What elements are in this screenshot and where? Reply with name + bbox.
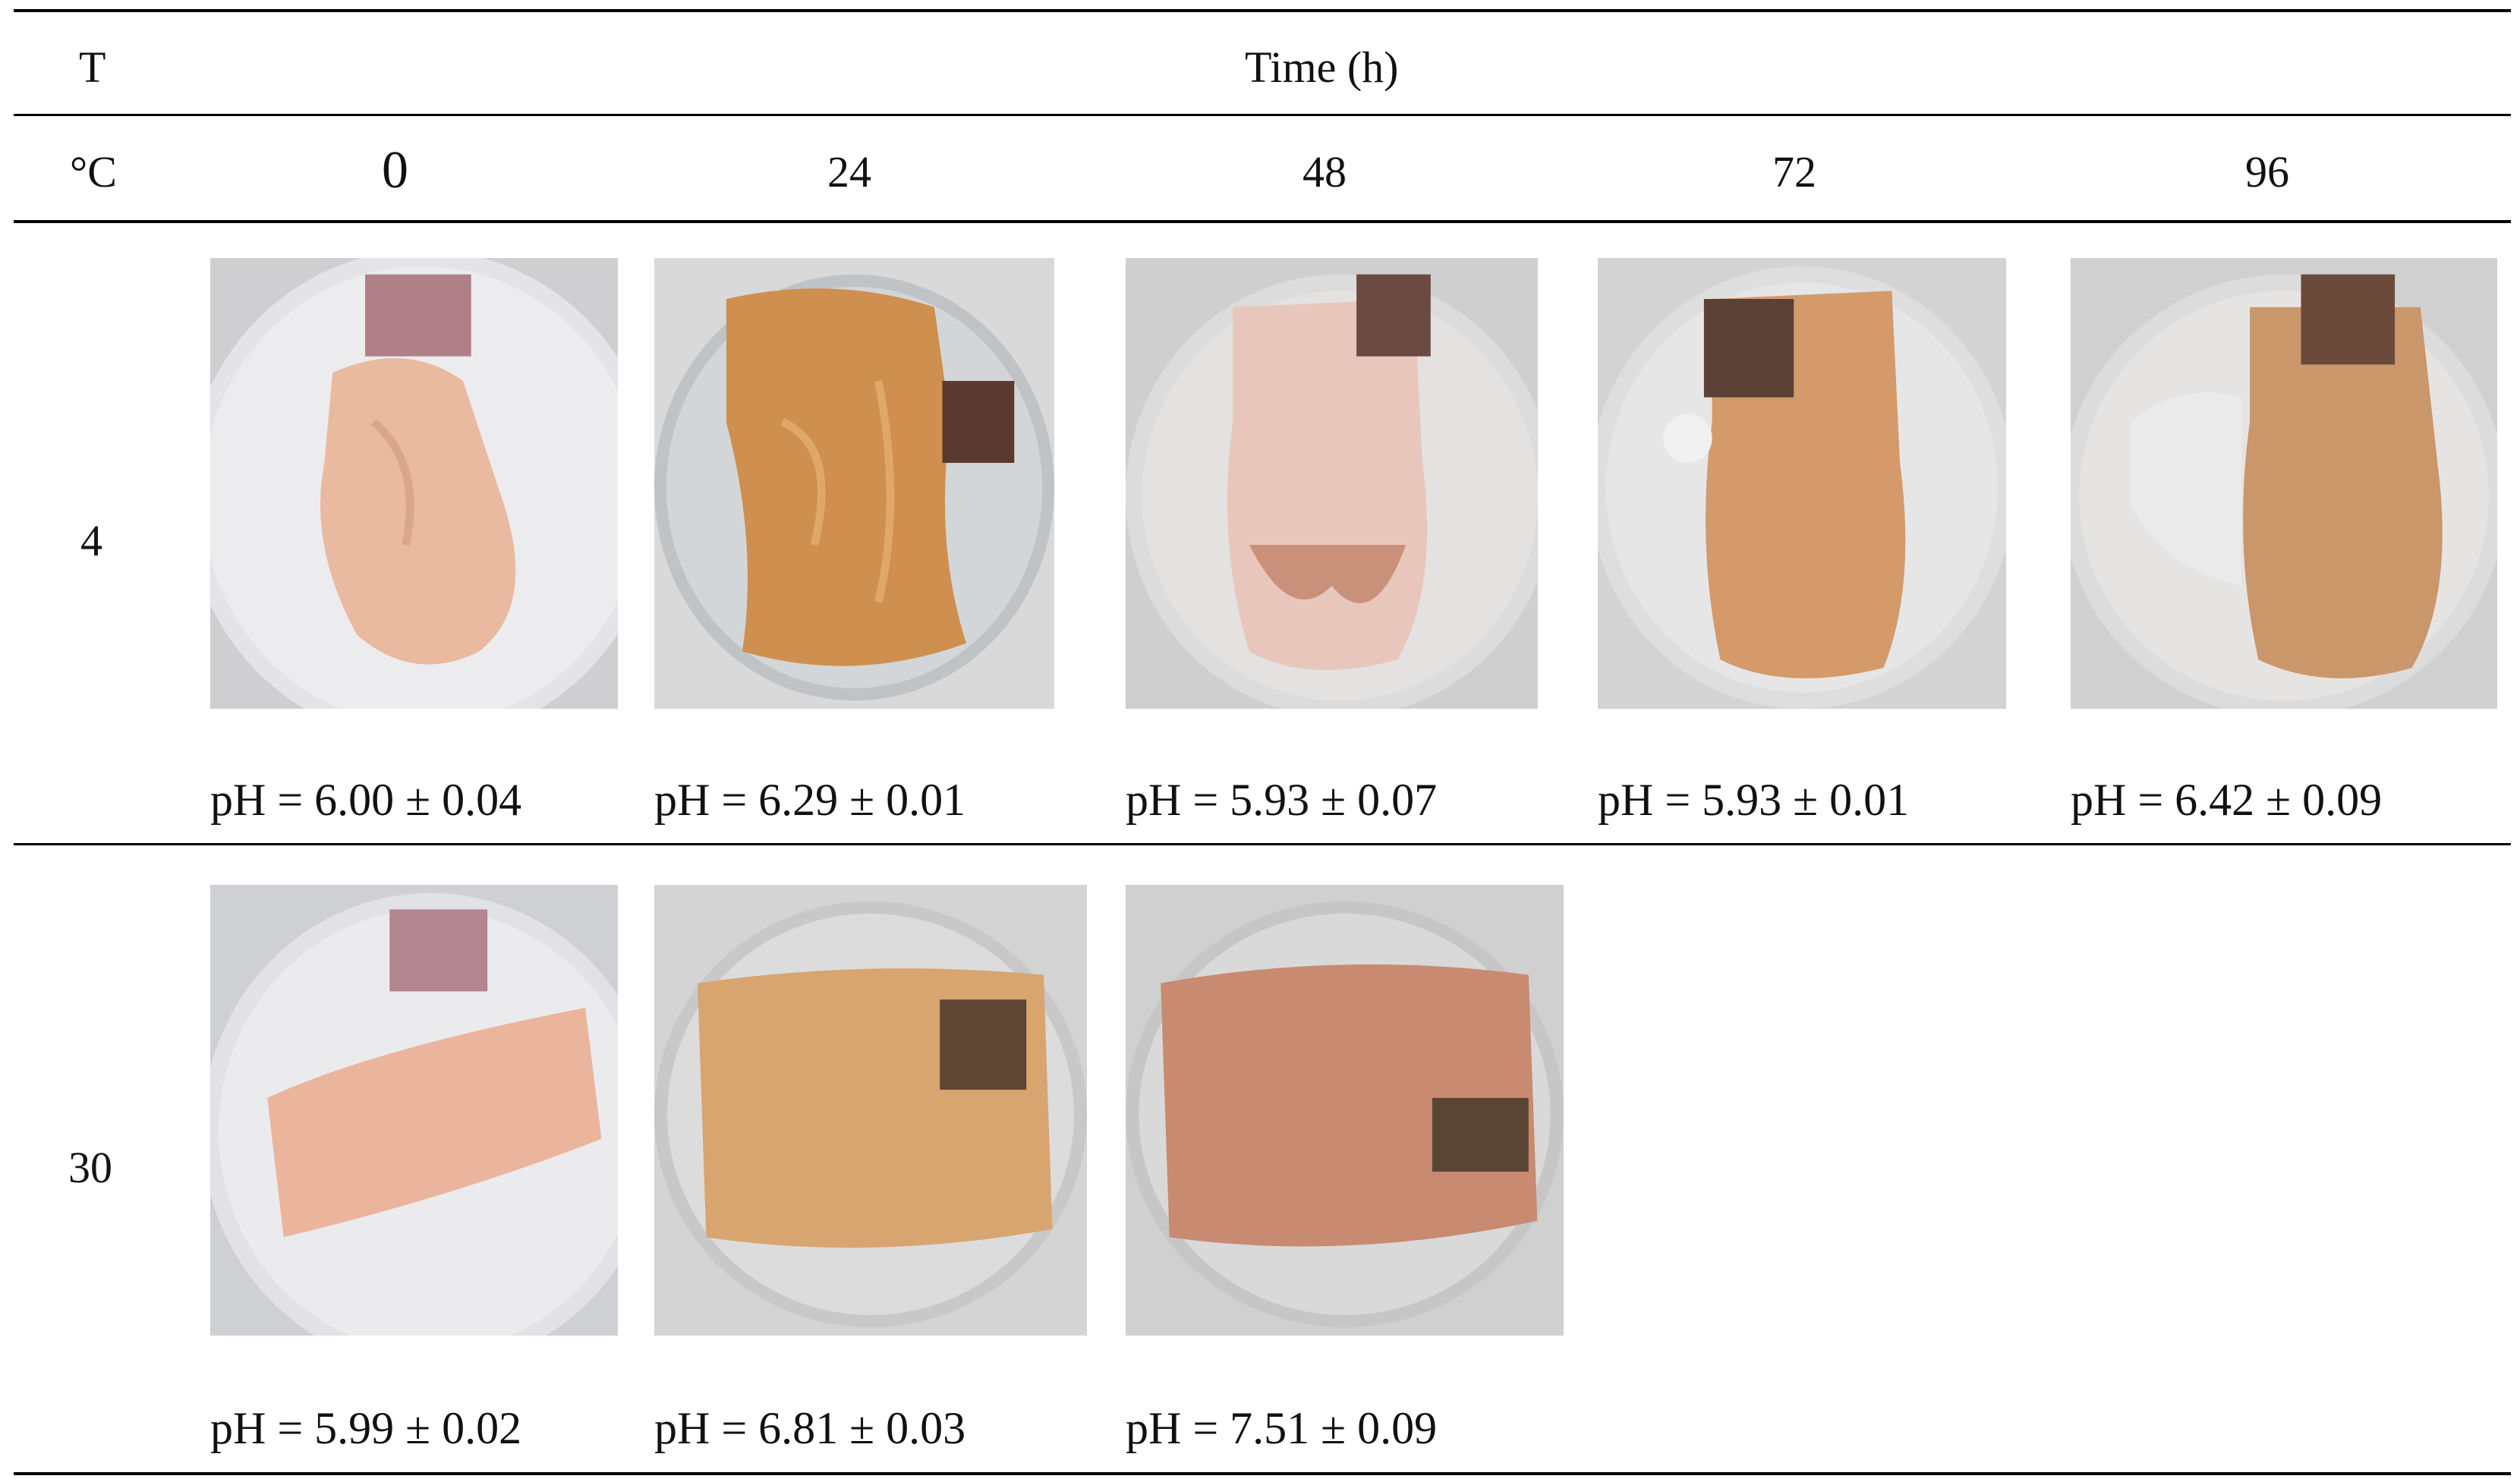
header-mid-rule bbox=[14, 114, 2511, 116]
row-temp-4: 4 bbox=[80, 516, 102, 565]
ph-4c-0h: pH = 6.00 ± 0.04 bbox=[210, 775, 522, 825]
ph-30c-24h: pH = 6.81 ± 0.03 bbox=[654, 1403, 966, 1453]
ph-4c-96h: pH = 6.42 ± 0.09 bbox=[2071, 775, 2383, 825]
ph-4c-24h: pH = 6.29 ± 0.01 bbox=[654, 775, 966, 825]
ph-4c-72h: pH = 5.93 ± 0.01 bbox=[1598, 775, 1910, 825]
photo-30c-48h bbox=[1126, 885, 1564, 1336]
row-separator-rule bbox=[14, 843, 2511, 845]
photo-30c-0h bbox=[210, 885, 618, 1336]
ph-4c-48h: pH = 5.93 ± 0.07 bbox=[1126, 775, 1438, 825]
time-col-72: 72 bbox=[1772, 147, 1816, 197]
photo-4c-24h bbox=[654, 258, 1054, 709]
photo-4c-96h bbox=[2071, 258, 2497, 709]
ph-30c-0h: pH = 5.99 ± 0.02 bbox=[210, 1403, 522, 1453]
photo-4c-0h bbox=[210, 258, 618, 709]
photo-4c-72h bbox=[1598, 258, 2006, 709]
bottom-rule bbox=[14, 1472, 2511, 1475]
time-header: Time (h) bbox=[1245, 42, 1399, 92]
photo-30c-24h bbox=[654, 885, 1087, 1336]
row-temp-30: 30 bbox=[68, 1143, 112, 1192]
top-rule bbox=[14, 9, 2511, 12]
header-bottom-rule bbox=[14, 220, 2511, 223]
time-col-24: 24 bbox=[827, 147, 871, 197]
time-col-96: 96 bbox=[2245, 147, 2289, 197]
temperature-header: T bbox=[79, 42, 106, 92]
photo-4c-48h bbox=[1126, 258, 1538, 709]
time-col-0: 0 bbox=[382, 141, 408, 200]
time-col-48: 48 bbox=[1303, 147, 1347, 197]
ph-30c-48h: pH = 7.51 ± 0.09 bbox=[1126, 1403, 1438, 1453]
unit-header: °C bbox=[70, 147, 117, 197]
